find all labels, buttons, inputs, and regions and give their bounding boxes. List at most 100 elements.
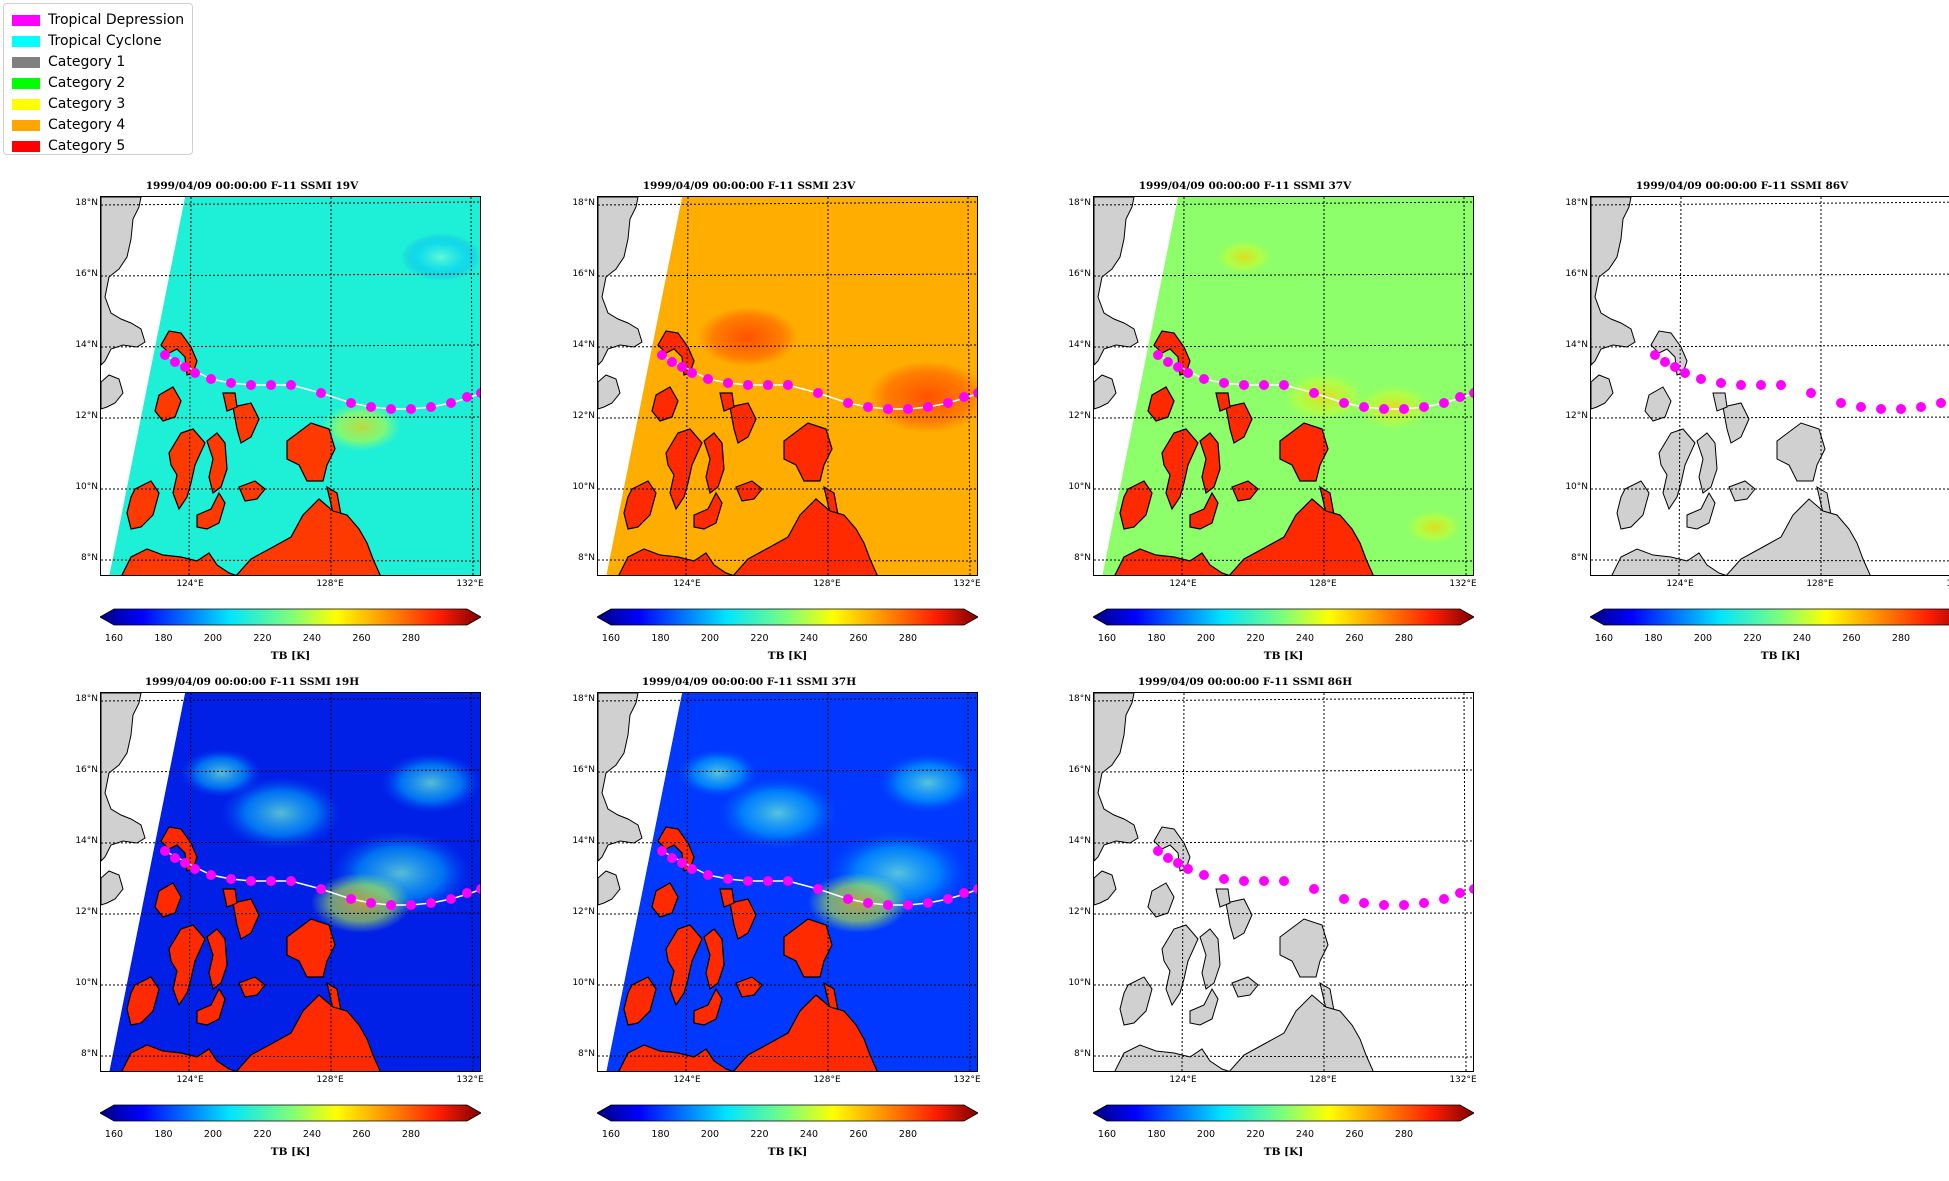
- lat-tick-label: 8°N: [578, 1049, 595, 1059]
- lat-tick-label: 14°N: [572, 340, 595, 350]
- colorbar-tick-label: 160: [104, 1129, 124, 1140]
- colorbar-tick-label: 200: [700, 633, 720, 644]
- legend-item: Category 1: [12, 52, 125, 72]
- lat-tick-label: 8°N: [578, 553, 595, 563]
- colorbar-tick-label: 260: [849, 633, 868, 644]
- panel-title: 1999/04/09 00:00:00 F-11 SSMI 86H: [1137, 676, 1353, 688]
- lat-tick-label: 10°N: [75, 978, 98, 988]
- field-blob: [311, 873, 411, 933]
- panel-title: 1999/04/09 00:00:00 F-11 SSMI 19H: [144, 676, 360, 688]
- lat-tick-label: 12°N: [1068, 907, 1091, 917]
- lon-tick-label: 124°E: [673, 579, 701, 589]
- colorbar: [100, 1104, 481, 1122]
- colorbar-gradient: [100, 1104, 481, 1122]
- lat-tick-label: 16°N: [572, 765, 595, 775]
- colorbar-gradient: [100, 608, 481, 626]
- colorbar-tick-label: 160: [104, 633, 124, 644]
- lat-tick-label: 16°N: [1068, 765, 1091, 775]
- colorbar-tick-label: 240: [1295, 1129, 1315, 1140]
- field-blob: [221, 777, 341, 849]
- colorbar-tick-label: 180: [154, 1129, 173, 1140]
- colorbar-gradient: [1093, 608, 1474, 626]
- colorbar-tick-label: 180: [1644, 633, 1663, 644]
- legend-item: Category 2: [12, 73, 125, 93]
- colorbar-tick-label: 280: [1394, 633, 1414, 644]
- lat-tick-label: 14°N: [75, 340, 98, 350]
- colorbar: [100, 608, 481, 626]
- lon-tick-label: 124°E: [1169, 1075, 1197, 1085]
- colorbar-tick-label: 160: [1097, 633, 1117, 644]
- legend-swatch: [12, 98, 40, 110]
- legend-item: Tropical Cyclone: [12, 31, 162, 51]
- colorbar-tick-label: 240: [1295, 633, 1315, 644]
- legend-swatch: [12, 77, 40, 89]
- legend-label: Category 1: [48, 54, 126, 70]
- field-blob: [1214, 239, 1274, 275]
- lat-tick-label: 10°N: [1068, 978, 1091, 988]
- legend-label: Category 4: [48, 117, 126, 133]
- colorbar-label: TB [K]: [1760, 650, 1801, 662]
- no-data-area: [101, 693, 185, 1071]
- field-blob: [321, 403, 401, 451]
- lat-tick-label: 8°N: [81, 553, 98, 563]
- colorbar-tick-label: 280: [898, 1129, 918, 1140]
- map-svg: [598, 693, 977, 1071]
- panel-title: 1999/04/09 00:00:00 F-11 SSMI 86V: [1635, 180, 1849, 192]
- field-blob: [1354, 383, 1434, 431]
- coastline-land: [1094, 693, 1375, 1071]
- panel-title: 1999/04/09 00:00:00 F-11 SSMI 37V: [1138, 180, 1352, 192]
- lon-tick-label: 128°E: [813, 1075, 841, 1085]
- lat-tick-label: 16°N: [1565, 269, 1588, 279]
- legend-label: Tropical Cyclone: [48, 33, 162, 49]
- field-blob: [181, 749, 261, 797]
- map-panel: 1999/04/09 00:00:00 F-11 SSMI 23V 18°N 16°…: [519, 180, 980, 685]
- lat-tick-label: 12°N: [1068, 411, 1091, 421]
- map-svg: [101, 693, 480, 1071]
- colorbar-gradient: [597, 1104, 978, 1122]
- lon-tick-label: 128°E: [1806, 579, 1834, 589]
- lat-tick-label: 14°N: [75, 836, 98, 846]
- storm-track-points: [1153, 846, 1473, 910]
- colorbar-label: TB [K]: [767, 1146, 808, 1158]
- colorbar-gradient: [1093, 1104, 1474, 1122]
- lat-tick-label: 14°N: [1068, 340, 1091, 350]
- lon-tick-label: 124°E: [673, 1075, 701, 1085]
- colorbar-tick-label: 260: [849, 1129, 868, 1140]
- colorbar-tick-label: 240: [302, 633, 322, 644]
- lat-tick-label: 12°N: [75, 411, 98, 421]
- lon-tick-label: 128°E: [813, 579, 841, 589]
- colorbar: [1590, 608, 1949, 626]
- lat-tick-label: 12°N: [1565, 411, 1588, 421]
- colorbar-label: TB [K]: [767, 650, 808, 662]
- lat-tick-label: 16°N: [75, 765, 98, 775]
- lat-tick-label: 14°N: [572, 836, 595, 846]
- colorbar-label: TB [K]: [1263, 650, 1304, 662]
- panel-title: 1999/04/09 00:00:00 F-11 SSMI 37H: [641, 676, 857, 688]
- coastline-land: [1591, 197, 1872, 575]
- colorbar-tick-label: 220: [1743, 633, 1762, 644]
- no-data-area: [101, 197, 185, 575]
- lat-tick-label: 18°N: [75, 694, 98, 704]
- field-blob: [678, 749, 758, 797]
- map-frame: [100, 196, 481, 576]
- colorbar-tick-label: 220: [253, 633, 272, 644]
- colorbar: [597, 1104, 978, 1122]
- lat-tick-label: 12°N: [75, 907, 98, 917]
- lon-tick-label: 124°E: [1169, 579, 1197, 589]
- colorbar-gradient: [1590, 608, 1949, 626]
- lat-tick-label: 14°N: [1565, 340, 1588, 350]
- legend-label: Category 2: [48, 75, 126, 91]
- lat-tick-label: 8°N: [1571, 553, 1588, 563]
- legend-item: Tropical Depression: [12, 10, 184, 30]
- no-data-area: [1094, 197, 1178, 575]
- map-svg: [1094, 197, 1473, 575]
- storm-track-points: [1650, 350, 1949, 414]
- lat-tick-label: 18°N: [1068, 198, 1091, 208]
- colorbar-tick-label: 220: [1246, 633, 1265, 644]
- lat-tick-label: 18°N: [1565, 198, 1588, 208]
- map-frame: [1093, 692, 1474, 1072]
- lat-tick-label: 16°N: [75, 269, 98, 279]
- colorbar-tick-label: 220: [1246, 1129, 1265, 1140]
- colorbar-tick-label: 200: [1693, 633, 1713, 644]
- colorbar-tick-label: 180: [1147, 633, 1166, 644]
